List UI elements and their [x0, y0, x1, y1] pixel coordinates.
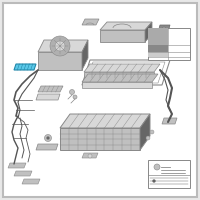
- Polygon shape: [100, 30, 145, 42]
- FancyBboxPatch shape: [148, 52, 168, 57]
- Polygon shape: [84, 64, 160, 72]
- Circle shape: [153, 180, 156, 182]
- Polygon shape: [14, 171, 32, 176]
- Polygon shape: [100, 22, 152, 30]
- Circle shape: [70, 90, 74, 95]
- Polygon shape: [84, 72, 154, 78]
- Polygon shape: [8, 163, 26, 168]
- Polygon shape: [22, 179, 40, 184]
- Circle shape: [150, 130, 154, 134]
- Polygon shape: [38, 40, 88, 52]
- Polygon shape: [82, 82, 152, 88]
- Polygon shape: [158, 25, 170, 32]
- Circle shape: [73, 95, 77, 99]
- Polygon shape: [140, 114, 150, 150]
- Polygon shape: [14, 64, 36, 70]
- Circle shape: [46, 136, 50, 140]
- FancyBboxPatch shape: [148, 160, 190, 188]
- FancyBboxPatch shape: [148, 28, 190, 60]
- Circle shape: [146, 136, 150, 140]
- Polygon shape: [162, 118, 177, 124]
- FancyBboxPatch shape: [148, 45, 168, 52]
- Polygon shape: [38, 52, 82, 70]
- Polygon shape: [82, 153, 98, 158]
- Polygon shape: [82, 19, 99, 25]
- Polygon shape: [145, 22, 152, 42]
- FancyBboxPatch shape: [148, 28, 168, 45]
- Polygon shape: [36, 144, 58, 150]
- Polygon shape: [38, 86, 63, 92]
- Circle shape: [88, 154, 92, 158]
- Circle shape: [154, 164, 160, 170]
- Circle shape: [50, 36, 70, 56]
- Polygon shape: [36, 94, 60, 100]
- Circle shape: [162, 27, 166, 31]
- Circle shape: [55, 41, 65, 51]
- Polygon shape: [60, 128, 140, 150]
- FancyBboxPatch shape: [3, 3, 197, 197]
- Polygon shape: [82, 74, 158, 82]
- Polygon shape: [60, 114, 150, 128]
- Polygon shape: [82, 40, 88, 70]
- Circle shape: [44, 134, 52, 142]
